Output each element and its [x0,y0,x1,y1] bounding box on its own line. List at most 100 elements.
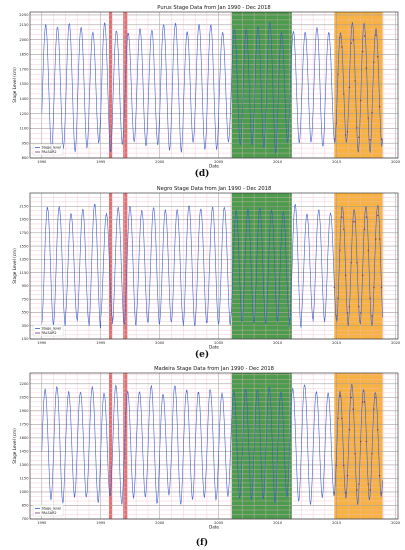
y-tick-label: 2150 [19,23,29,27]
palsar2-markers [333,34,383,141]
x-tick-label: 2015 [332,160,341,164]
x-tick-label: 2005 [214,521,223,525]
y-tick-label: 1550 [19,82,29,86]
palsar2-marker [358,136,360,139]
palsar2-marker [378,474,381,477]
y-axis-label: Stage Level (cm) [12,428,17,464]
y-tick-label: 550 [22,311,30,315]
x-tick-label: 2020 [391,341,401,345]
palsar2-marker [360,99,362,102]
x-tick-label: 1995 [96,160,105,164]
chart-title: Purus Stage Data from Jan 1990 - Dec 201… [157,5,270,11]
y-tick-label: 2150 [19,204,29,208]
palsar2-marker [367,483,369,485]
palsar2-marker [356,262,358,264]
highlight-span [123,373,128,519]
legend-label: Stage_level [42,146,62,150]
figure-caption: (d) [195,168,210,179]
highlight-span [109,373,112,519]
y-tick-label: 1950 [19,218,29,222]
x-tick-label: 1995 [96,521,105,525]
palsar2-marker [350,262,352,264]
series-line-stage-level [41,21,383,154]
palsar2-marker [361,401,364,403]
palsar2-marker [341,46,343,48]
palsar2-marker [365,440,368,443]
y-tick-label: 1000 [19,490,29,494]
y-tick-label: 950 [22,284,30,288]
figure-caption: (f) [196,537,208,548]
palsar2-marker [343,464,345,467]
palsar2-marker [369,139,371,141]
palsar2-marker [337,73,339,76]
palsar2-marker [348,306,351,308]
y-tick-label: 1600 [19,436,29,440]
palsar2-marker [333,138,336,140]
axes-frame [29,11,399,159]
palsar2-marker [360,440,362,443]
y-tick-label: 950 [22,141,30,145]
palsar2-marker [371,453,373,455]
palsar2-marker [360,312,362,314]
palsar2-marker [344,134,347,136]
palsar2-marker [352,221,354,223]
highlight-span [123,193,128,339]
highlight-span [231,193,292,339]
y-axis-label: Stage Level (cm) [12,248,17,284]
palsar2-marker [354,221,356,223]
palsar2-marker [377,214,379,217]
palsar2-marker [363,401,366,403]
palsar2-marker [369,297,371,299]
palsar2-marker [373,408,375,410]
x-tick-label: 2015 [332,521,341,525]
grid-lines [29,373,398,520]
palsar2-marker [371,315,373,317]
palsar2-marker [333,492,336,494]
y-tick-label: 1150 [19,271,29,275]
legend-label: Stage_level [42,507,62,511]
y-tick-label: 150 [22,337,30,341]
x-axis-label: Date [209,345,219,350]
palsar2-marker [346,131,349,133]
palsar2-marker [365,67,368,69]
y-tick-label: 750 [22,297,30,301]
x-tick-label: 2005 [214,160,223,164]
y-tick-label: 1700 [19,67,29,71]
x-axis-label: Date [209,525,219,530]
palsar2-marker [337,417,339,420]
x-tick-label: 1990 [37,341,47,345]
palsar2-marker [352,408,354,410]
palsar2-marker [373,61,375,63]
y-tick-label: 2200 [19,382,29,386]
palsar2-marker [343,93,345,95]
y-tick-label: 1900 [19,409,29,413]
legend-box [32,143,64,156]
x-tick-label: 2010 [273,160,283,164]
palsar2-marker [346,312,349,314]
palsar2-marker [352,39,354,41]
palsar2-marker [377,428,379,431]
chart-panel-2: Madeira Stage Data from Jan 1990 - Dec 2… [12,366,401,548]
y-tick-label: 2250 [19,13,29,17]
y-tick-label: 1400 [19,97,29,101]
y-tick-label: 1750 [19,231,29,235]
x-axis-label: Date [209,164,219,169]
legend-label: Stage_level [42,327,62,331]
highlight-span [334,12,383,158]
highlight-span [109,193,112,339]
palsar2-marker [375,396,377,399]
y-tick-label: 700 [22,517,30,521]
y-axis-label: Stage Level (cm) [12,67,17,103]
palsar2-marker [350,42,352,44]
y-tick-label: 350 [22,324,30,328]
x-tick-label: 2000 [155,521,165,525]
x-tick-label: 1995 [96,341,105,345]
x-tick-label: 2010 [273,521,283,525]
y-tick-label: 1750 [19,423,29,427]
x-tick-label: 2005 [214,341,223,345]
y-tick-label: 1150 [19,477,29,481]
legend-box [32,504,64,517]
